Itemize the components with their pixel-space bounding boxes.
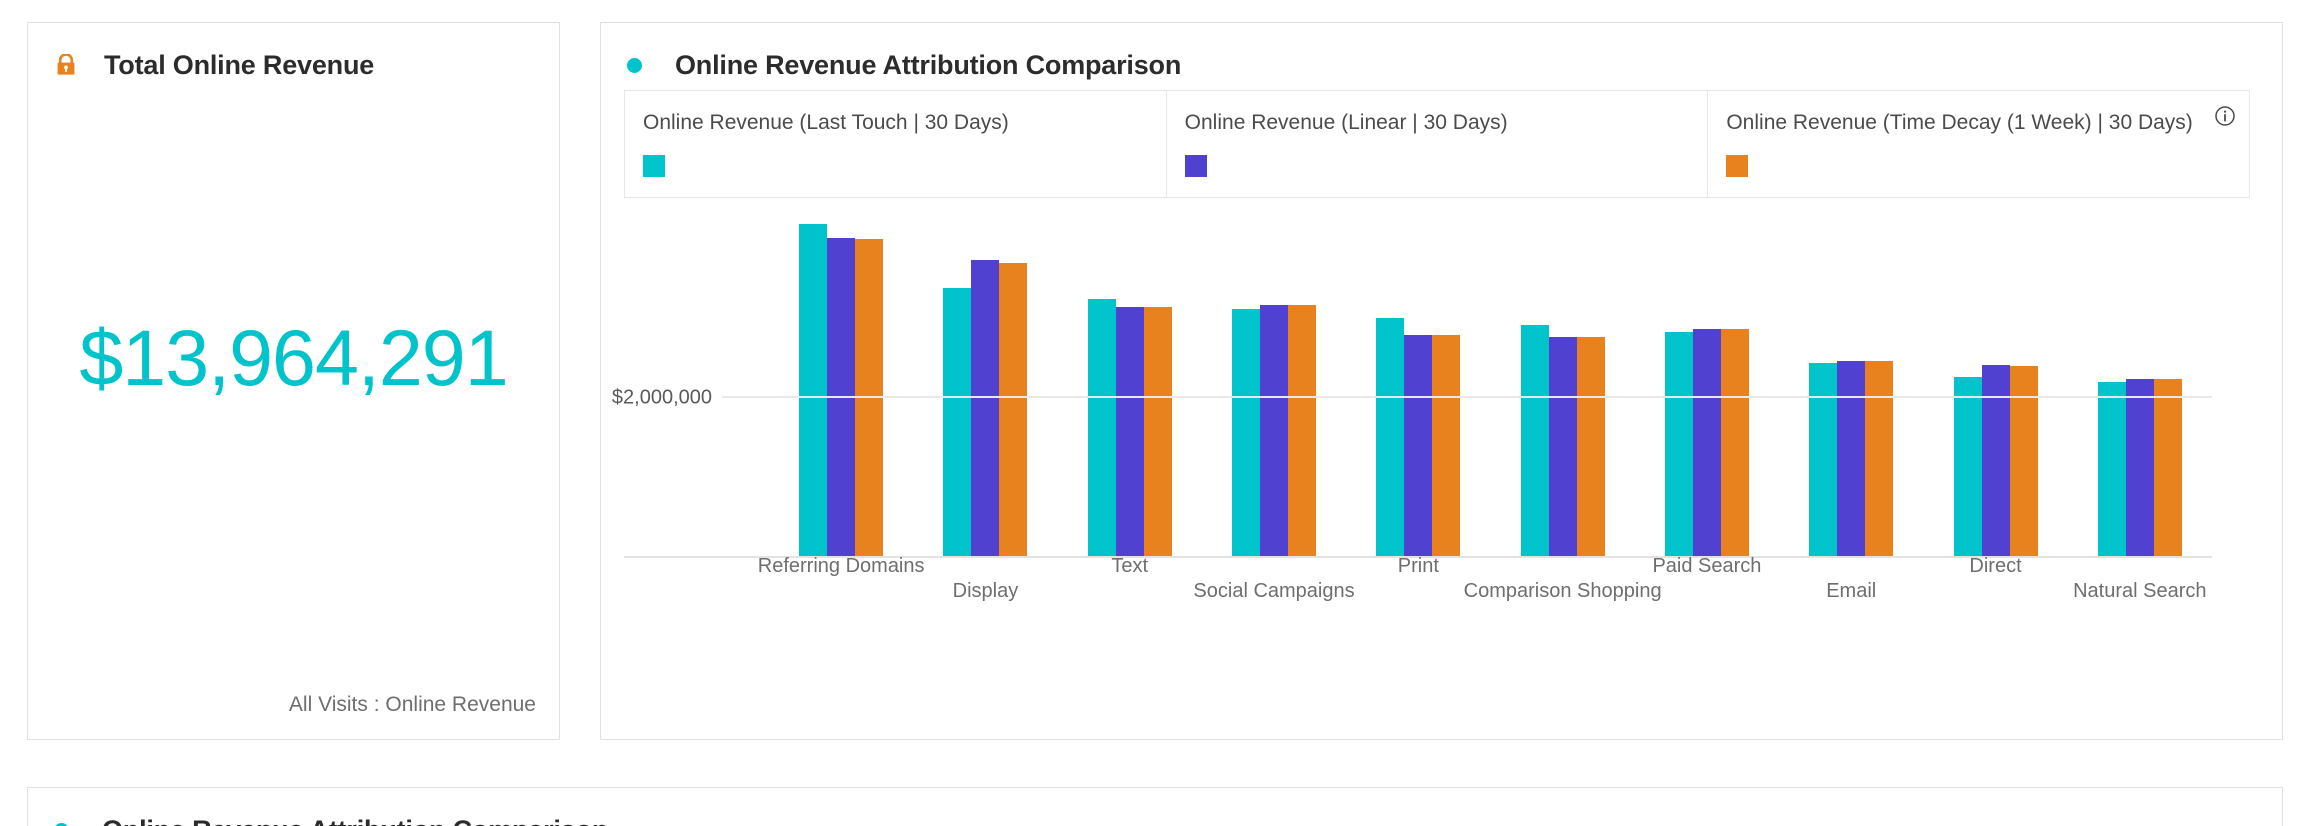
x-axis-label-cell: Email (1779, 555, 1923, 625)
x-axis-label: Email (1826, 580, 1877, 602)
bar[interactable] (1520, 325, 1549, 556)
legend-item-0[interactable]: Online Revenue (Last Touch | 30 Days) (624, 91, 1166, 197)
chart-header: Online Revenue Attribution Comparison (601, 23, 2308, 107)
lock-icon (57, 54, 75, 75)
bar[interactable] (1981, 365, 2010, 556)
bar-group (769, 208, 913, 556)
x-axis-label-cell: Referring Domains (758, 555, 925, 625)
bar[interactable] (1664, 332, 1693, 556)
legend-item-label: Online Revenue (Last Touch | 30 Days) (643, 111, 1009, 134)
x-axis-label-cell: Text (1058, 555, 1202, 625)
x-axis-label-cell: Display (913, 555, 1057, 625)
x-axis-label: Social Campaigns (1193, 580, 1355, 602)
bar[interactable] (1548, 336, 1577, 556)
bar-group (1635, 208, 1779, 556)
bar[interactable] (1692, 329, 1721, 556)
bar[interactable] (1288, 305, 1317, 556)
chart-legend: Online Revenue (Last Touch | 30 Days) Onl… (624, 90, 2251, 198)
bar[interactable] (2125, 378, 2154, 556)
scorecard-header: Total Online Revenue (28, 23, 587, 107)
bar[interactable] (1576, 336, 1605, 556)
bar[interactable] (971, 260, 1000, 556)
bar-group (2068, 208, 2212, 556)
bottom-chart-header: Online Revenue Attribution Comparison (28, 788, 2308, 826)
x-axis-label: Display (952, 580, 1019, 602)
legend-color-swatch (1184, 155, 1207, 178)
x-axis-label-cell: Direct (1923, 555, 2067, 625)
bar[interactable] (1404, 335, 1433, 556)
bar[interactable] (1232, 309, 1261, 556)
bar[interactable] (1143, 306, 1172, 556)
x-axis-label: Text (1111, 555, 1149, 577)
bar[interactable] (1809, 363, 1838, 556)
legend-color-swatch (1726, 155, 1749, 178)
bar-group (1779, 208, 1923, 556)
bar-group (1923, 208, 2067, 556)
x-axis-label: Paid Search (1652, 555, 1762, 577)
bar[interactable] (799, 223, 828, 556)
legend-item-label: Online Revenue (Time Decay (1 Week) | 30… (1726, 111, 2193, 134)
x-axis-label: Natural Search (2073, 580, 2207, 602)
x-axis-labels: Referring Domains Display Text Social Campa… (758, 555, 2212, 625)
bar[interactable] (1260, 305, 1289, 556)
bullet-dot-icon (54, 822, 69, 826)
bar[interactable] (1432, 335, 1461, 556)
bar[interactable] (943, 287, 972, 556)
bar[interactable] (1087, 298, 1116, 556)
x-axis-label: Comparison Shopping (1463, 580, 1662, 602)
legend-color-swatch (643, 155, 665, 178)
bar[interactable] (1953, 377, 1982, 556)
y-axis-tick-label: $2,000,000 (611, 386, 712, 409)
bar[interactable] (1720, 329, 1749, 556)
info-circle-icon[interactable] (2214, 105, 2236, 127)
bar-group (913, 208, 1057, 556)
x-axis-label-cell: Natural Search (2068, 555, 2212, 625)
legend-item-2[interactable]: Online Revenue (Time Decay (1 Week) | 30… (1707, 91, 2251, 197)
axis-baseline (624, 556, 2212, 558)
x-axis-label: Print (1397, 555, 1439, 577)
chart-plot-wrapper: $2,000,000 Referring Domains Display Text S… (612, 198, 2250, 633)
bar[interactable] (1376, 317, 1405, 556)
scorecard-footer-label: All Visits : Online Revenue (288, 693, 536, 716)
chart-title: Online Revenue Attribution Comparison (675, 49, 1182, 80)
bar[interactable] (1837, 360, 1866, 556)
total-online-revenue-card[interactable]: Total Online Revenue $13,964,291 All Vis… (27, 22, 560, 740)
scorecard-title: Total Online Revenue (104, 49, 375, 80)
bullet-dot-icon (627, 57, 642, 73)
bar[interactable] (2097, 382, 2126, 556)
bar-group (1346, 208, 1490, 556)
attribution-comparison-card[interactable]: Online Revenue Attribution Comparison On… (600, 22, 2283, 740)
legend-item-1[interactable]: Online Revenue (Linear | 30 Days) (1165, 91, 1708, 197)
bar-groups (769, 208, 2212, 556)
x-axis-label: Referring Domains (757, 555, 925, 577)
x-axis-label-cell: Paid Search (1635, 555, 1779, 625)
scorecard-value: $13,964,291 (79, 313, 508, 402)
legend-item-label: Online Revenue (Linear | 30 Days) (1184, 111, 1508, 134)
bar-group (1490, 208, 1634, 556)
bar-group (1058, 208, 1202, 556)
bar[interactable] (999, 262, 1028, 556)
x-axis-label-cell: Print (1346, 555, 1490, 625)
x-axis-label: Direct (1969, 555, 2022, 577)
chart-plot-area: $2,000,000 (612, 208, 2212, 558)
bar[interactable] (2009, 366, 2038, 556)
bar-group (1202, 208, 1346, 556)
bar[interactable] (1865, 360, 1894, 556)
bottom-chart-title: Online Revenue Attribution Comparison (102, 815, 608, 826)
x-axis-label-cell: Social Campaigns (1193, 555, 1354, 625)
bar[interactable] (2153, 378, 2182, 556)
attribution-comparison-card-secondary[interactable]: Online Revenue Attribution Comparison (27, 787, 2283, 826)
gridline (722, 395, 2212, 398)
x-axis-label-cell: Comparison Shopping (1464, 555, 1662, 625)
bar[interactable] (1115, 306, 1144, 556)
